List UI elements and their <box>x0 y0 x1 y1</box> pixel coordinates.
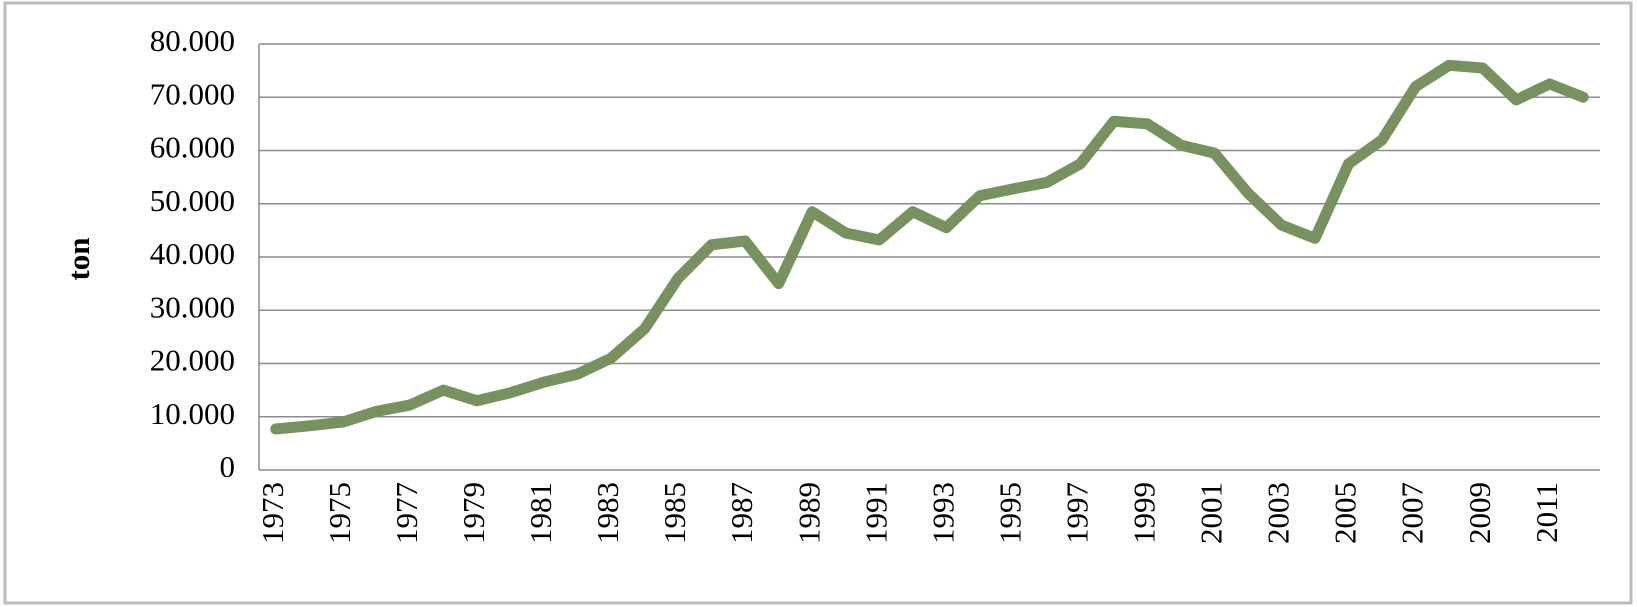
x-tick-label: 1995 <box>992 482 1027 544</box>
x-tick-label: 1987 <box>724 482 759 544</box>
x-tick-label: 2007 <box>1395 482 1430 544</box>
x-tick-label: 1979 <box>456 482 491 544</box>
y-tick-label: 0 <box>220 449 236 484</box>
x-tick-label: 2005 <box>1328 482 1363 544</box>
y-tick-label: 30.000 <box>150 289 235 324</box>
x-tick-label: 1993 <box>925 482 960 544</box>
x-tick-label: 2001 <box>1194 482 1229 544</box>
y-tick-label: 40.000 <box>150 236 235 271</box>
y-tick-label: 80.000 <box>150 23 235 58</box>
chart-frame <box>3 1 1633 605</box>
y-tick-label: 10.000 <box>150 396 235 431</box>
y-tick-label: 70.000 <box>150 76 235 111</box>
y-tick-label: 20.000 <box>150 343 235 378</box>
y-tick-label: 50.000 <box>150 183 235 218</box>
x-tick-label: 1991 <box>858 482 893 544</box>
x-tick-label: 1997 <box>1059 482 1094 544</box>
x-tick-label: 1977 <box>389 482 424 544</box>
x-tick-label: 1999 <box>1127 482 1162 544</box>
x-tick-label: 1985 <box>657 482 692 544</box>
x-tick-label: 1981 <box>523 482 558 544</box>
x-tick-label: 2009 <box>1462 482 1497 544</box>
x-tick-label: 1983 <box>590 482 625 544</box>
y-axis-label: ton <box>61 237 96 280</box>
x-tick-label: 1975 <box>322 482 357 544</box>
x-tick-label: 1989 <box>791 482 826 544</box>
y-tick-label: 60.000 <box>150 130 235 165</box>
x-tick-label: 2003 <box>1261 482 1296 544</box>
data-line <box>270 59 1589 435</box>
x-tick-label: 2011 <box>1529 482 1564 543</box>
x-tick-label: 1973 <box>255 482 290 544</box>
